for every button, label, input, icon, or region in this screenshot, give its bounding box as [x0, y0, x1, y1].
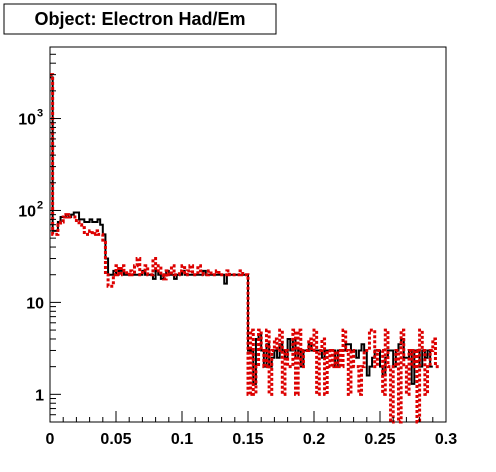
x-tick-label: 0.1	[171, 431, 193, 448]
title-box-frame	[3, 3, 277, 35]
y-tick-label: 1	[35, 387, 44, 404]
x-tick-label: 0.25	[364, 431, 395, 448]
y-tick-exponent: 2	[37, 199, 43, 211]
y-tick-label: 10	[26, 295, 44, 312]
x-tick-label: 0.2	[303, 431, 325, 448]
series-2-dashed-line	[50, 73, 441, 424]
y-tick-label: 10	[18, 112, 36, 129]
x-tick-label: 0.15	[232, 431, 263, 448]
y-tick-label: 10	[18, 203, 36, 220]
y-tick-exponent: 3	[37, 108, 43, 120]
x-tick-label: 0.3	[435, 431, 457, 448]
x-tick-label: 0.05	[100, 431, 131, 448]
title-box: Object: Electron Had/Em	[3, 3, 277, 35]
chart-title: Object: Electron Had/Em	[34, 9, 245, 29]
x-tick-label: 0	[46, 431, 55, 448]
series-layer	[50, 73, 441, 424]
